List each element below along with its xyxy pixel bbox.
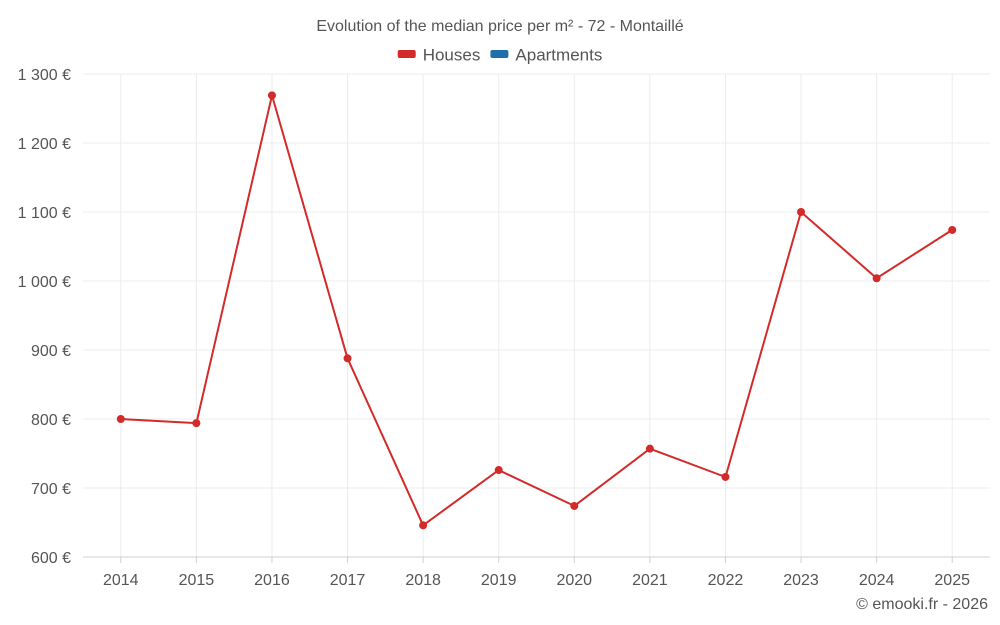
y-tick-label: 600 € xyxy=(31,550,71,567)
x-tick-label: 2015 xyxy=(179,572,215,589)
y-tick-label: 1 200 € xyxy=(18,136,71,153)
x-tick-label: 2023 xyxy=(783,572,819,589)
chart-title: Evolution of the median price per m² - 7… xyxy=(316,18,683,35)
legend-label: Houses xyxy=(423,45,481,64)
series-line-houses xyxy=(120,94,953,527)
x-tick-label: 2025 xyxy=(934,572,970,589)
data-point[interactable] xyxy=(570,501,579,510)
y-tick-label: 900 € xyxy=(31,343,71,360)
x-axis: 2014 2015 2016 2017 2018 2019 2020 2021 2022 2023… xyxy=(83,556,990,589)
x-tick-label: 2022 xyxy=(708,572,744,589)
data-point[interactable] xyxy=(948,225,957,234)
legend-label: Apartments xyxy=(515,45,602,64)
data-point[interactable] xyxy=(797,208,806,216)
x-tick-label: 2017 xyxy=(330,572,366,589)
x-tick-label: 2020 xyxy=(556,572,592,589)
y-tick-label: 700 € xyxy=(31,481,71,498)
y-tick-label: 1 100 € xyxy=(18,205,71,222)
data-point[interactable] xyxy=(343,354,352,363)
x-tick-label: 2014 xyxy=(103,572,139,589)
x-tick-label: 2016 xyxy=(254,572,290,589)
data-point[interactable] xyxy=(419,521,428,530)
data-point[interactable] xyxy=(645,444,654,453)
x-tick-label: 2018 xyxy=(405,572,441,589)
data-point[interactable] xyxy=(116,415,125,423)
x-tick-label: 2019 xyxy=(481,572,517,589)
y-axis: 600 € 700 € 800 € 900 € 1 000 € 1 100 € 1 200 … xyxy=(18,67,71,567)
legend-swatch xyxy=(397,50,416,58)
series-layer xyxy=(116,91,957,530)
grid-lines xyxy=(83,73,990,557)
legend-item-houses[interactable]: Houses xyxy=(397,45,481,64)
legend-swatch xyxy=(490,50,509,58)
data-point[interactable] xyxy=(872,274,881,283)
y-tick-label: 1 300 € xyxy=(18,67,71,84)
data-point[interactable] xyxy=(192,419,201,428)
legend-item-apartments[interactable]: Apartments xyxy=(490,45,602,64)
y-tick-label: 1 000 € xyxy=(18,274,71,291)
data-point[interactable] xyxy=(494,466,503,475)
data-point[interactable] xyxy=(267,91,276,100)
data-point[interactable] xyxy=(721,472,730,481)
chart-legend: Houses Apartments xyxy=(397,45,602,64)
x-tick-label: 2021 xyxy=(632,572,668,589)
credit-text: © emooki.fr - 2026 xyxy=(856,596,988,613)
y-tick-label: 800 € xyxy=(31,412,71,429)
x-tick-label: 2024 xyxy=(859,572,895,589)
